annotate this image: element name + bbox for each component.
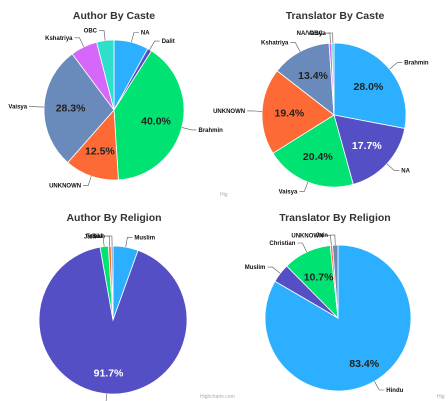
leader-line [99,30,106,41]
translator-by-caste-chart: Translator By Caste 28.0% Brahmin 17.7% NA 2… [213,10,429,195]
leader-line [374,381,385,391]
slice-percent-label: 12.5% [85,146,115,158]
slice-percent-label: 40.0% [141,115,171,127]
leader-line [181,127,197,131]
slice-percent-label: 91.7% [94,368,124,380]
slice-name-label: OBC [310,31,324,37]
chart-title: Translator By Caste [286,10,385,22]
leader-line [98,236,105,247]
leader-line [125,237,133,248]
credit-right: Hig [437,394,445,400]
leader-line [106,235,113,247]
slice-percent-label: 10.7% [304,272,334,284]
chart-title: Translator By Religion [279,212,390,224]
slice-name-label: UNKNOWN [291,233,323,239]
leader-line [297,242,307,253]
leader-line [299,181,309,192]
leader-line [389,62,403,70]
slice-name-label: UNKNOWN [213,109,245,115]
chart-title: Author By Religion [66,212,161,224]
chart-title: Author By Caste [73,10,155,22]
slice-percent-label: 17.7% [352,140,382,152]
leader-line [324,32,331,44]
pie-slice-kshatriya[interactable] [276,42,335,116]
slice-percent-label: 19.4% [275,107,305,119]
leader-line [105,393,107,401]
pie-slice-brahmin[interactable] [113,50,185,181]
slice-name-label: Jain [84,235,96,241]
credit-bottom: Highcharts.com [200,394,235,400]
slice-name-label: NA [401,169,410,175]
slice-percent-label: 28.0% [354,81,384,93]
author-by-caste-chart: Author By Caste NA Dalit 40.0% Brahmin 12.5%… [8,10,223,190]
slice-name-label: Christian [269,241,295,247]
pie-slice-na-vaisya[interactable] [331,42,335,116]
leader-line [149,40,160,50]
slice-percent-label: 13.4% [298,70,328,82]
slice-name-label: UNKNOWN [49,184,81,190]
author-by-religion-chart: Author By Religion Muslim91.7%HinduJainT… [38,212,188,401]
translator-by-religion-chart: Translator By Religion 83.4% Hindu Muslim 1… [245,212,412,394]
leader-line [327,32,334,44]
leader-line [290,42,301,52]
slice-name-label: Kshatriya [45,36,73,42]
slice-name-label: NA/Vaisya [297,31,327,37]
slice-name-label: Brahmin [199,128,224,134]
slice-name-label: Tribal [86,234,102,240]
slice-percent-label: 83.4% [349,358,379,370]
slice-name-label: NA [141,31,150,37]
slice-name-label: Hindu [386,388,403,394]
leader-line [386,163,400,171]
slice-name-label: Brahmin [404,61,429,67]
slice-name-label: Kshatriya [261,41,289,47]
slice-name-label: Jain [316,233,328,239]
pie-slice-sikh[interactable] [110,245,114,321]
slice-name-label: Muslim [134,235,155,241]
pie-slice-brahmin[interactable] [333,42,407,129]
slice-name-label: Muslim [245,265,266,271]
slice-name-label: Sikh [92,234,105,240]
leader-line [104,235,110,247]
leader-line [74,37,85,48]
leader-line [247,110,263,112]
leader-line [329,234,336,246]
pie-slice-unknown[interactable] [261,70,335,154]
leader-line [267,266,281,274]
slice-name-label: Vaisya [8,105,27,111]
slice-percent-label: 20.4% [303,151,333,163]
slice-name-label: OBC [84,29,98,35]
slice-percent-label: 28.3% [56,103,86,115]
leader-line [131,32,139,43]
leader-line [83,176,92,186]
slice-name-label: Dalit [162,39,175,45]
credit-mid: Hig [220,192,228,198]
slice-name-label: Vaisya [279,189,298,195]
